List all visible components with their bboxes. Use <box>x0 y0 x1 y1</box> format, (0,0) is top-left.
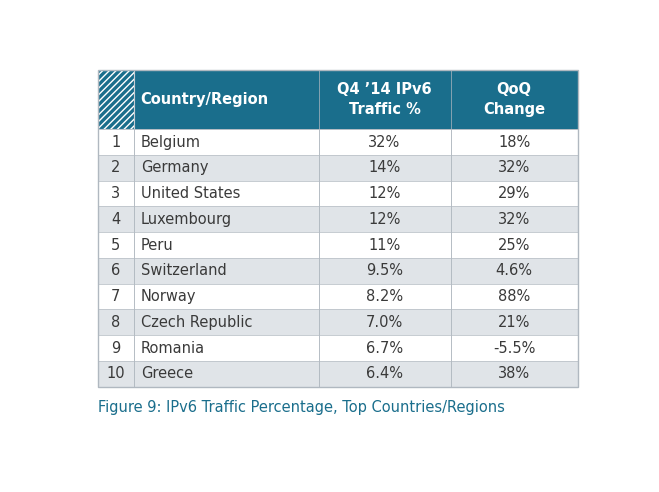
Text: 4: 4 <box>111 212 121 227</box>
Text: 18%: 18% <box>498 134 530 150</box>
FancyBboxPatch shape <box>451 70 578 129</box>
Text: 29%: 29% <box>498 186 530 201</box>
FancyBboxPatch shape <box>134 258 318 284</box>
Text: Czech Republic: Czech Republic <box>141 315 252 330</box>
FancyBboxPatch shape <box>451 207 578 232</box>
Text: 9: 9 <box>111 340 121 356</box>
Text: 32%: 32% <box>498 160 530 175</box>
Text: 6: 6 <box>111 263 121 278</box>
Text: 1: 1 <box>111 134 121 150</box>
FancyBboxPatch shape <box>318 181 451 207</box>
Text: 4.6%: 4.6% <box>496 263 532 278</box>
Text: 8.2%: 8.2% <box>366 289 403 304</box>
FancyBboxPatch shape <box>134 155 318 181</box>
Text: 12%: 12% <box>368 186 401 201</box>
FancyBboxPatch shape <box>318 207 451 232</box>
FancyBboxPatch shape <box>98 181 134 207</box>
FancyBboxPatch shape <box>134 129 318 155</box>
Text: 6.4%: 6.4% <box>366 367 403 381</box>
FancyBboxPatch shape <box>98 284 134 309</box>
FancyBboxPatch shape <box>98 335 134 361</box>
Text: 9.5%: 9.5% <box>366 263 403 278</box>
FancyBboxPatch shape <box>318 258 451 284</box>
Text: 32%: 32% <box>368 134 401 150</box>
FancyBboxPatch shape <box>98 70 134 129</box>
Text: 25%: 25% <box>498 238 530 252</box>
Text: -5.5%: -5.5% <box>493 340 535 356</box>
Text: 12%: 12% <box>368 212 401 227</box>
Text: 32%: 32% <box>498 212 530 227</box>
FancyBboxPatch shape <box>134 232 318 258</box>
FancyBboxPatch shape <box>134 335 318 361</box>
Text: Greece: Greece <box>141 367 193 381</box>
FancyBboxPatch shape <box>451 335 578 361</box>
Text: 8: 8 <box>111 315 121 330</box>
FancyBboxPatch shape <box>451 284 578 309</box>
FancyBboxPatch shape <box>134 70 318 129</box>
FancyBboxPatch shape <box>318 155 451 181</box>
FancyBboxPatch shape <box>451 181 578 207</box>
FancyBboxPatch shape <box>98 232 134 258</box>
FancyBboxPatch shape <box>134 361 318 387</box>
FancyBboxPatch shape <box>134 181 318 207</box>
Text: 10: 10 <box>106 367 125 381</box>
FancyBboxPatch shape <box>98 258 134 284</box>
Text: Figure 9: IPv6 Traffic Percentage, Top Countries/Regions: Figure 9: IPv6 Traffic Percentage, Top C… <box>98 400 505 415</box>
FancyBboxPatch shape <box>98 207 134 232</box>
Text: Switzerland: Switzerland <box>141 263 227 278</box>
Text: 14%: 14% <box>368 160 401 175</box>
Text: 6.7%: 6.7% <box>366 340 403 356</box>
Text: 3: 3 <box>111 186 120 201</box>
Text: Peru: Peru <box>141 238 173 252</box>
FancyBboxPatch shape <box>98 155 134 181</box>
Text: Q4 ’14 IPv6
Traffic %: Q4 ’14 IPv6 Traffic % <box>337 82 432 117</box>
FancyBboxPatch shape <box>318 309 451 335</box>
FancyBboxPatch shape <box>134 207 318 232</box>
FancyBboxPatch shape <box>318 335 451 361</box>
FancyBboxPatch shape <box>98 309 134 335</box>
Text: Belgium: Belgium <box>141 134 201 150</box>
FancyBboxPatch shape <box>318 284 451 309</box>
Text: 38%: 38% <box>498 367 530 381</box>
Text: United States: United States <box>141 186 241 201</box>
FancyBboxPatch shape <box>134 309 318 335</box>
FancyBboxPatch shape <box>451 232 578 258</box>
FancyBboxPatch shape <box>451 309 578 335</box>
Text: Germany: Germany <box>141 160 208 175</box>
Text: Romania: Romania <box>141 340 205 356</box>
FancyBboxPatch shape <box>318 70 451 129</box>
Text: Luxembourg: Luxembourg <box>141 212 232 227</box>
FancyBboxPatch shape <box>318 361 451 387</box>
Text: 11%: 11% <box>368 238 401 252</box>
Text: 21%: 21% <box>498 315 530 330</box>
Text: 5: 5 <box>111 238 121 252</box>
FancyBboxPatch shape <box>451 361 578 387</box>
Text: 88%: 88% <box>498 289 530 304</box>
FancyBboxPatch shape <box>318 232 451 258</box>
FancyBboxPatch shape <box>134 284 318 309</box>
FancyBboxPatch shape <box>451 129 578 155</box>
FancyBboxPatch shape <box>98 129 134 155</box>
FancyBboxPatch shape <box>318 129 451 155</box>
Text: Country/Region: Country/Region <box>140 92 268 107</box>
FancyBboxPatch shape <box>98 361 134 387</box>
Text: QoQ
Change: QoQ Change <box>483 82 545 117</box>
Text: Norway: Norway <box>141 289 196 304</box>
FancyBboxPatch shape <box>451 155 578 181</box>
Text: 7.0%: 7.0% <box>366 315 403 330</box>
Text: 2: 2 <box>111 160 121 175</box>
Text: 7: 7 <box>111 289 121 304</box>
FancyBboxPatch shape <box>451 258 578 284</box>
